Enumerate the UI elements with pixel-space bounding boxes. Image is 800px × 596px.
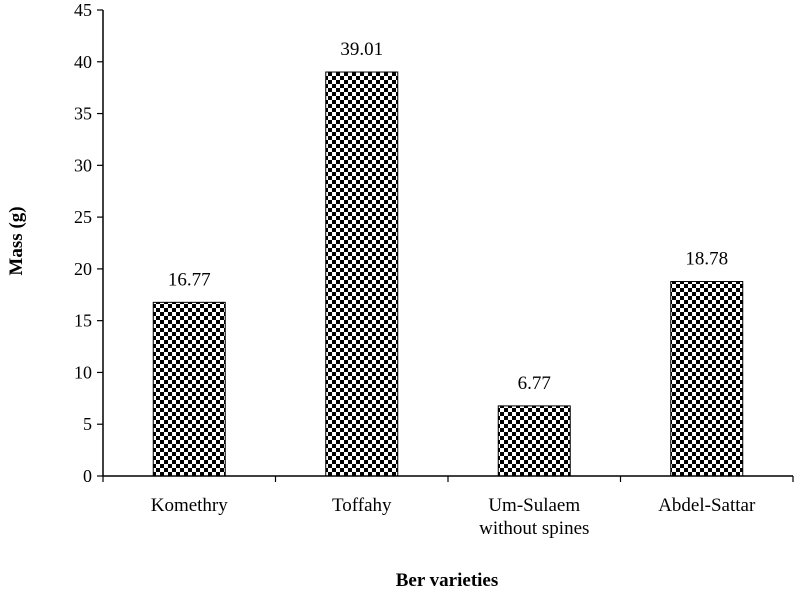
category-label-3: Abdel-Sattar: [658, 495, 756, 516]
category-label-0: Komethry: [151, 495, 229, 516]
bar-3: [670, 281, 744, 477]
y-axis-title: Mass (g): [6, 206, 27, 275]
data-label-3: 18.78: [685, 249, 728, 270]
bar-1: [325, 71, 399, 477]
bar-2: [497, 405, 571, 477]
y-tick-label-8: 40: [74, 52, 92, 72]
y-tick-label-3: 15: [74, 311, 92, 331]
data-label-1: 39.01: [340, 39, 383, 60]
bars-layer: [152, 71, 744, 477]
y-tick-label-4: 20: [74, 259, 92, 279]
y-tick-label-5: 25: [74, 207, 92, 227]
y-tick-label-2: 10: [74, 362, 92, 382]
data-label-0: 16.77: [168, 269, 211, 290]
data-label-2: 6.77: [518, 373, 551, 394]
y-tick-label-7: 35: [74, 104, 92, 124]
axes-layer: [97, 9, 794, 482]
category-label-2-line-0: Um-Sulaem: [488, 495, 580, 516]
x-axis-title: Ber varieties: [396, 570, 499, 591]
y-tick-label-0: 0: [83, 466, 92, 486]
category-label-2-line-1: without spines: [479, 518, 589, 539]
bar-0: [152, 301, 226, 477]
y-tick-label-6: 30: [74, 155, 92, 175]
category-label-1: Toffahy: [332, 495, 392, 516]
y-tick-label-1: 5: [83, 414, 92, 434]
labels-layer: 16.77 39.01 6.77 18.78 0 5 10 15 20 25 30 35 40 45 Kom…: [74, 0, 756, 539]
y-tick-label-9: 45: [74, 0, 92, 20]
